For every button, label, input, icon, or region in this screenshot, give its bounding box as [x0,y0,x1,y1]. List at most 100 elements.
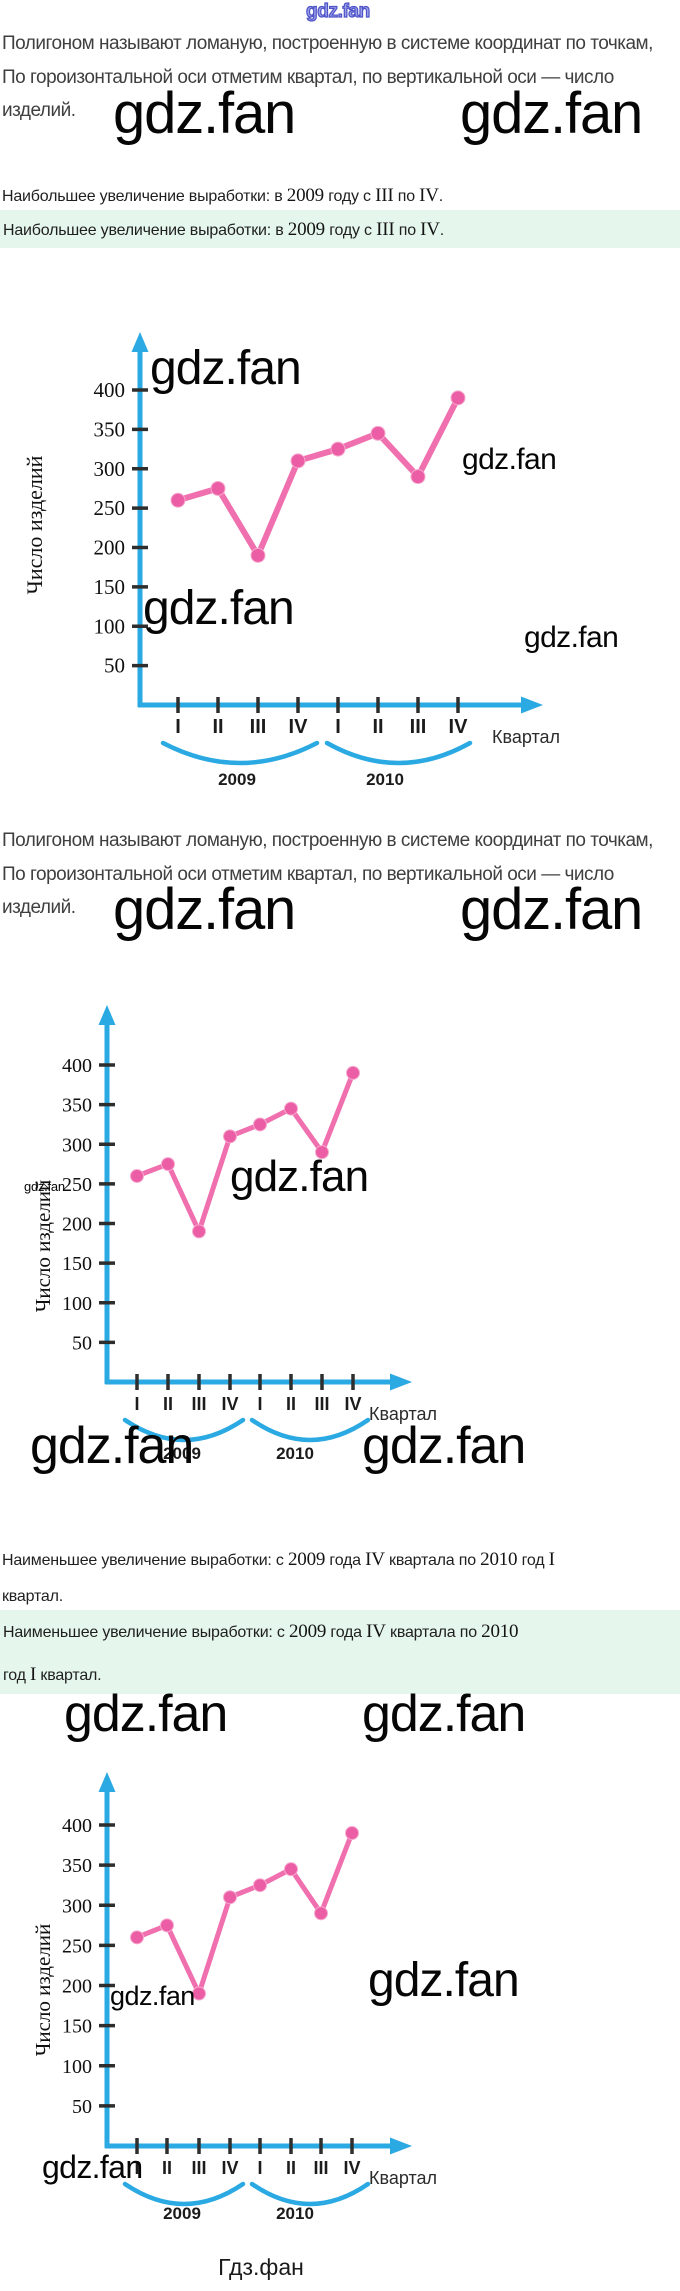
x-tick-label: IV [221,1394,238,1414]
answer-text-part: квартал. [36,1667,102,1684]
x-tick-label: III [191,1394,206,1414]
data-point-4 [223,1129,237,1144]
data-line [134,1830,355,1997]
x-axis-arrow [390,1373,412,1391]
x-tick-label: III [250,716,267,738]
y-axis-arrow [98,1005,116,1025]
x-tick-label: IV [289,716,309,738]
footer-brand: Гдз.фан [218,2254,304,2280]
y-tick-label: 350 [94,417,126,441]
answer-text-part: года [325,1552,366,1569]
answer-text-part: Наименьшее увеличение выработки: с [3,1624,289,1641]
gdzfan-watermark: gdz.fan [24,1179,65,1194]
answer-text-part: Наибольшее увеличение выработки: в [3,222,288,239]
y-tick-label: 200 [62,1976,92,1998]
answer-text-part: 2009 [287,1549,326,1570]
year-label: 2010 [276,1444,314,1463]
intro1-line-3: изделий. [2,100,76,121]
y-axis-arrow [98,1772,116,1792]
data-line [134,1070,356,1234]
data-point-8 [346,1065,360,1080]
x-tick-label: II [212,716,223,738]
answer-text-part: IV [419,185,439,206]
gdzfan-watermark: gdz.fan [524,621,619,654]
y-tick-label: 150 [94,575,126,599]
x-tick-label: IV [449,716,469,738]
data-point-6 [370,425,386,441]
gdzfan-watermark: gdz.fan [113,81,296,146]
year-label: 2009 [163,1444,201,1463]
answer-text-part: Наименьшее увеличение выработки: с [2,1552,288,1569]
gdzfan-watermark: gdz.fan [362,1685,526,1743]
x-tick-label: II [372,716,383,738]
data-point-1 [130,1168,144,1183]
gdzfan-watermark: gdz.fan [64,1685,228,1743]
x-tick-label: III [314,1394,329,1414]
answer-least-highlight: Наименьшее увеличение выработки: с 2009 … [0,1610,680,1694]
data-point-2 [210,480,226,496]
y-axis-title: Число изделий [31,1180,55,1313]
x-tick-label: II [286,1394,296,1414]
answer-best-highlight: Наибольшее увеличение выработки: в 2009 … [0,210,680,248]
answer-text-part: год [3,1667,31,1684]
answer-least-plain-line-1: Наименьшее увеличение выработки: с 2009 … [2,1549,555,1571]
gdzfan-watermark: gdz.fan [460,81,643,146]
y-tick-label: 150 [62,2016,92,2038]
answer-text-part: III [375,185,394,206]
data-point-5 [330,441,346,457]
gdzfan-watermark: gdz.fan [42,2149,143,2185]
gdzfan-watermark: gdz.fan [230,1152,369,1201]
data-point-7 [314,1906,328,1921]
y-tick-label: 350 [62,1095,92,1117]
intro1-line-2: По гороизонтальной оси отметим квартал, … [2,67,614,88]
data-point-6 [284,1101,298,1116]
intro2-line-3: изделий. [2,897,76,918]
answer-best-plain: Наибольшее увеличение выработки: в 2009 … [2,185,443,207]
x-tick-label: III [410,716,427,738]
x-tick-label: IV [344,1394,361,1414]
gdzfan-watermark: gdz.fan [462,443,557,476]
data-point-7 [410,469,426,485]
data-point-3 [192,1986,206,2001]
y-tick-label: 50 [72,2096,92,2118]
y-tick-label: 400 [62,1815,92,1837]
answer-text-part: . [439,222,445,239]
data-point-2 [161,1157,175,1172]
answer-text-part: 2009 [286,185,324,206]
data-point-1 [170,492,186,508]
y-axis-arrow [131,332,149,352]
x-tick-label: I [335,716,341,738]
data-point-4 [290,453,306,469]
answer-text-part: Наибольшее увеличение выработки: в [2,188,287,205]
answer-text-part: по [393,188,420,205]
year-brace [249,1417,371,1443]
y-tick-label: 150 [62,1253,92,1275]
data-point-2 [160,1918,174,1933]
data-point-3 [192,1224,206,1239]
answer-text-part: 2009 [288,1621,327,1642]
answer-least-plain-line-2: квартал. [2,1588,63,1606]
data-point-1 [130,1930,144,1945]
data-line [175,394,461,559]
year-brace [324,740,473,766]
answer-text-part: квартала по [384,1552,481,1569]
x-tick-label: I [257,1394,262,1414]
data-point-3 [250,547,266,563]
answer-text-part: 2010 [481,1621,519,1642]
gdzfan-watermark: gdz.fan [143,582,295,635]
intro2-line-2: По гороизонтальной оси отметим квартал, … [2,864,614,885]
y-tick-label: 250 [62,1935,92,1957]
year-label: 2009 [218,770,256,789]
gdzfan-watermark: gdz.fan [113,877,296,942]
answer-text-part: . [438,188,444,205]
answer-text-part: I [548,1549,555,1570]
data-point-8 [345,1826,359,1841]
year-brace [160,740,320,766]
answer-text-part: III [376,219,395,240]
year-label: 2010 [276,2204,314,2223]
gdzfan-watermark: gdz.fan [305,1,370,22]
year-brace [122,1417,246,1443]
gdzfan-watermark: gdz.fan [362,1417,526,1475]
gdzfan-watermark: gdz.fan [150,342,302,395]
